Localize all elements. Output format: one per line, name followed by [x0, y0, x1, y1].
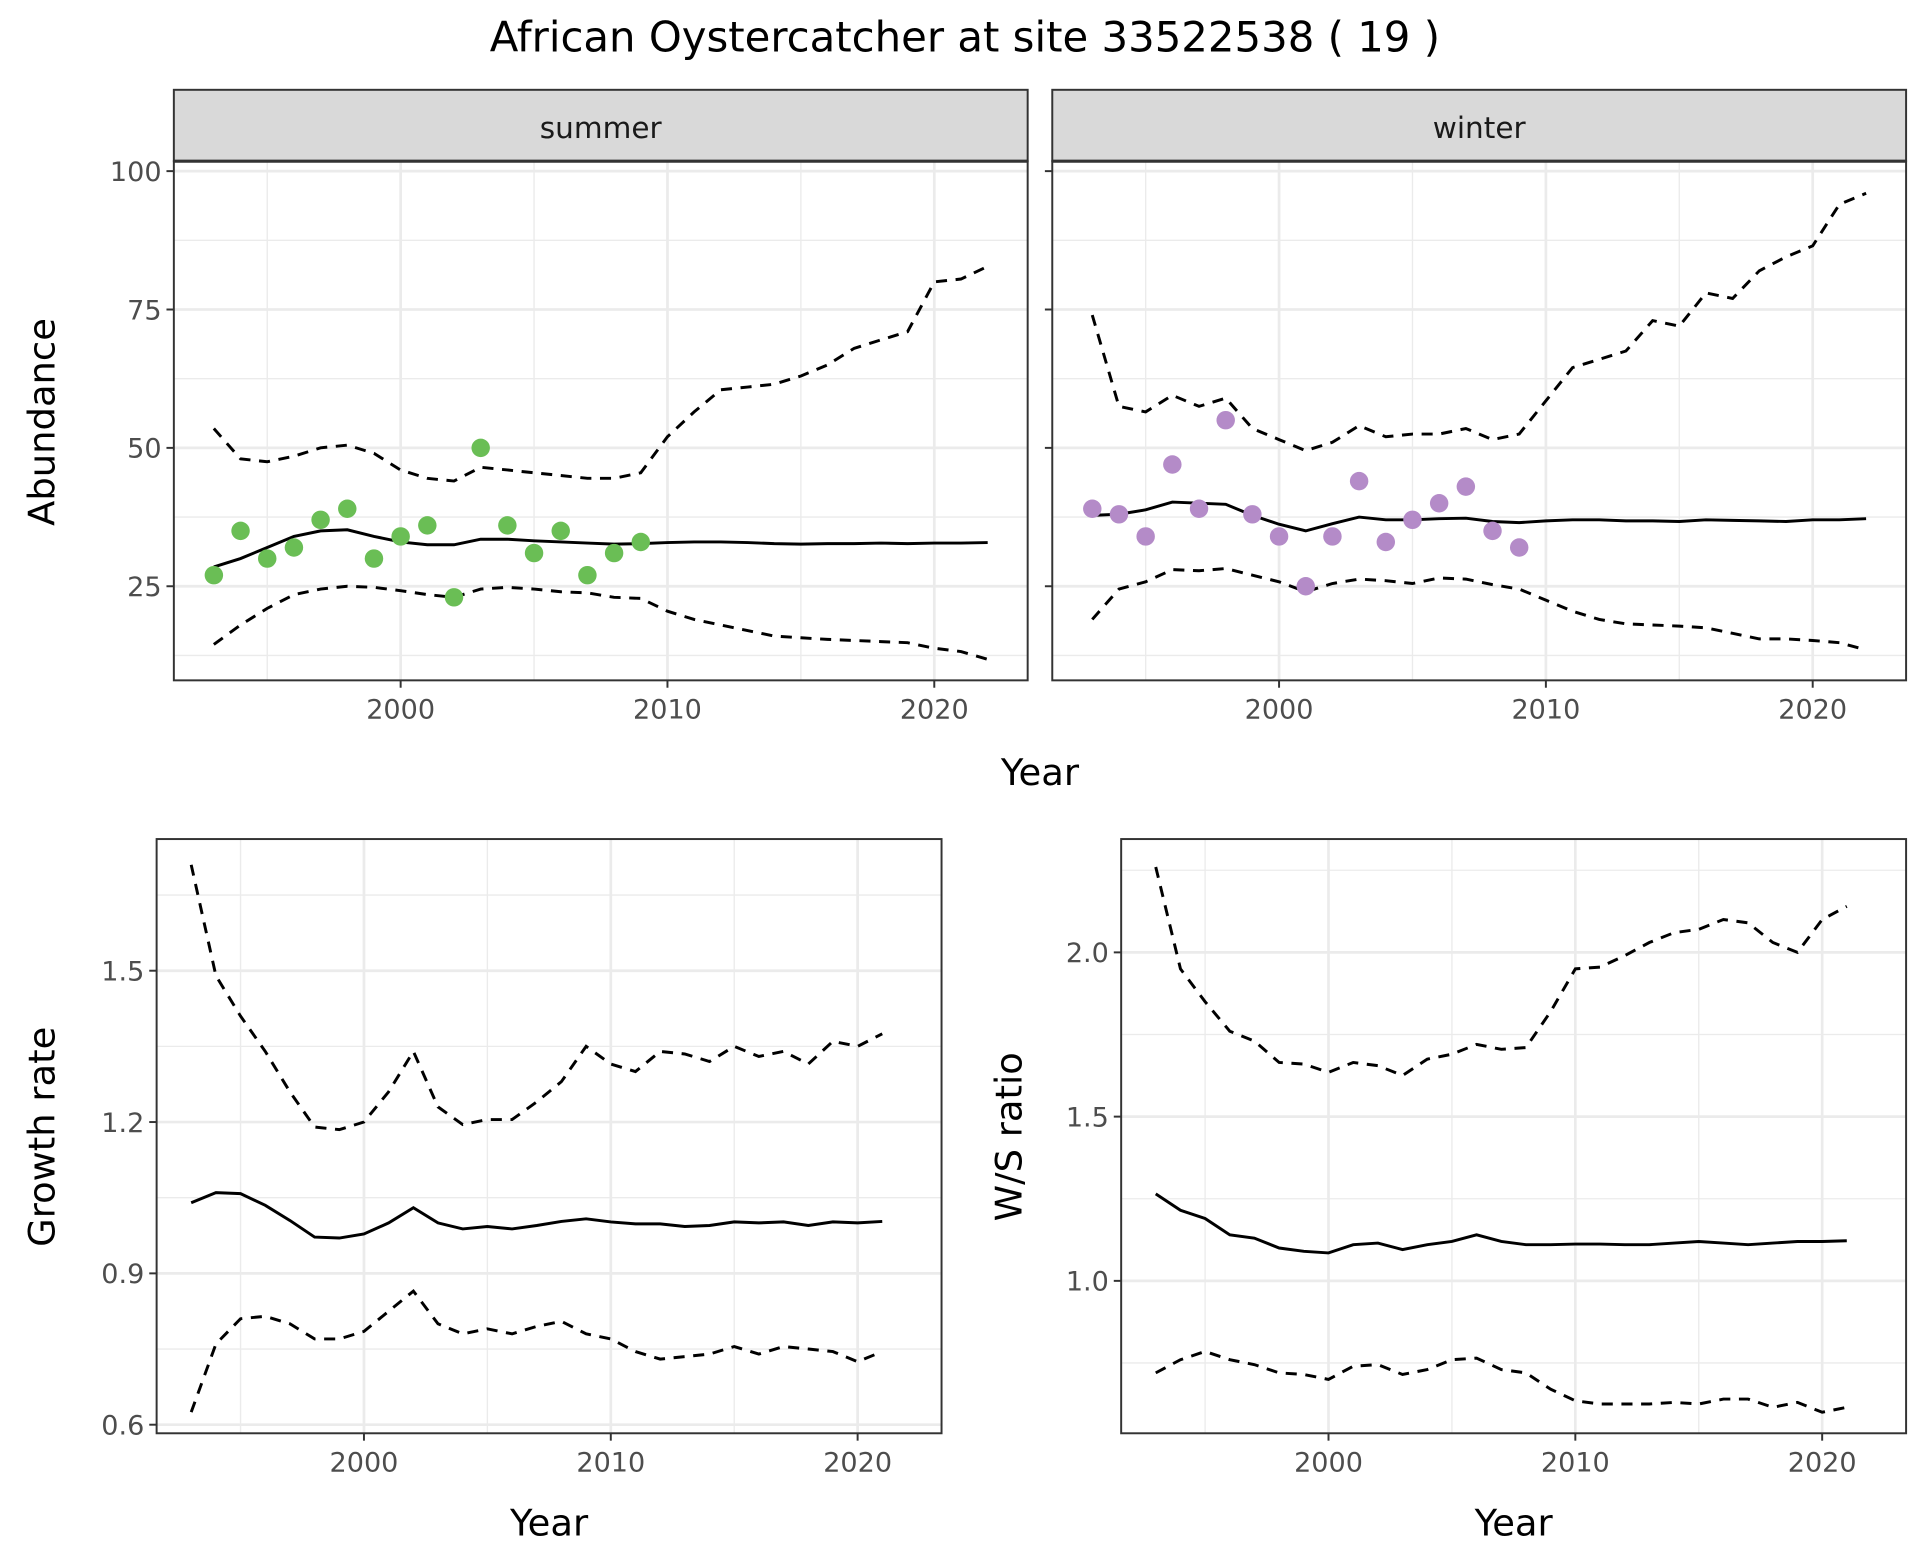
- data-point: [1083, 499, 1102, 518]
- upper-ci-line: [1154, 866, 1848, 1078]
- lower-ci-line: [212, 584, 989, 661]
- data-point: [311, 510, 330, 530]
- data-point: [498, 516, 517, 535]
- data-point: [1243, 505, 1262, 524]
- data-point: [1349, 471, 1369, 491]
- data-point: [1296, 577, 1315, 596]
- plot-background: [173, 161, 1028, 681]
- chart-title: African Oystercatcher at site 33522538 (…: [490, 13, 1440, 62]
- data-point: [1323, 527, 1342, 546]
- y-tick-label: 0.9: [101, 1259, 144, 1290]
- data-point: [258, 549, 277, 568]
- panel-border: [1120, 838, 1908, 1435]
- data-point: [204, 565, 224, 585]
- mean-line: [1154, 1192, 1847, 1255]
- y-tick-label: 100: [110, 157, 162, 188]
- x-tick-label: 2010: [1541, 1447, 1610, 1478]
- y-tick-label: 1.5: [101, 957, 144, 988]
- mean-line: [190, 1191, 883, 1240]
- panels: 2000 2010 2020 25 50 75 100 2000 2010 2020 2000 201…: [101, 88, 1908, 1478]
- data-point: [231, 521, 250, 541]
- plot-area: [1052, 161, 1907, 681]
- mean-line: [1092, 500, 1867, 533]
- x-tick-label: 2010: [576, 1447, 645, 1478]
- data-point: [604, 543, 624, 563]
- y-tick-label: 0.6: [101, 1411, 144, 1442]
- y-tick-label: 75: [127, 295, 161, 326]
- data-point: [1109, 505, 1129, 524]
- facet-strip: [172, 88, 1029, 163]
- panel-growth: 2000 2010 2020 0.6 0.9 1.2 1.5: [101, 838, 943, 1478]
- panel-ws: 2000 2010 2020 1.0 1.5 2.0: [1066, 838, 1908, 1478]
- data-point: [391, 527, 410, 546]
- growth-x-axis-title: Year: [509, 1501, 589, 1544]
- data-point: [364, 549, 384, 568]
- x-tick-label: 2000: [330, 1447, 399, 1478]
- y-tick-label: 1.5: [1066, 1102, 1109, 1133]
- x-tick-label: 2000: [1294, 1447, 1363, 1478]
- lower-ci-line: [1155, 1349, 1848, 1414]
- x-tick-label: 2000: [1245, 694, 1314, 725]
- data-point: [1483, 521, 1502, 541]
- x-tick-label: 2020: [1778, 694, 1847, 725]
- x-tick-label: 2010: [633, 694, 702, 725]
- data-point: [338, 499, 357, 518]
- upper-ci-line: [212, 265, 989, 483]
- x-tick-label: 2020: [1788, 1447, 1857, 1478]
- plot-area: [1121, 839, 1907, 1434]
- upper-ci-line: [1090, 191, 1867, 453]
- plot-background: [1121, 839, 1907, 1434]
- data-point: [631, 532, 651, 552]
- x-tick-label: 2020: [823, 1447, 892, 1478]
- data-point: [1509, 538, 1529, 557]
- data-point: [1163, 455, 1182, 474]
- plot-area: [156, 839, 942, 1434]
- x-tick-label: 2000: [366, 694, 435, 725]
- data-point: [418, 516, 437, 535]
- x-tick-label: 2020: [900, 694, 969, 725]
- top-y-axis-title: Abundance: [21, 318, 64, 526]
- growth-y-axis-title: Growth rate: [21, 1027, 64, 1247]
- strip-label-summer: summer: [540, 111, 663, 145]
- data-point: [1403, 510, 1422, 530]
- x-tick-label: 2010: [1511, 694, 1580, 725]
- data-point: [471, 438, 490, 458]
- panel-winter: 2000 2010 2020: [1044, 88, 1908, 725]
- plot-background: [1052, 161, 1907, 681]
- data-point: [1456, 477, 1476, 496]
- ws-y-axis-title: W/S ratio: [988, 1052, 1031, 1221]
- lower-ci-line: [189, 1288, 883, 1413]
- strip-label-winter: winter: [1433, 111, 1527, 145]
- data-point: [578, 565, 597, 585]
- panel-summer: 2000 2010 2020 25 50 75 100: [110, 88, 1029, 725]
- y-tick-label: 50: [127, 434, 161, 465]
- data-point: [524, 543, 544, 563]
- data-point: [1429, 494, 1449, 513]
- mean-line: [213, 528, 988, 569]
- ws-x-axis-title: Year: [1474, 1501, 1554, 1544]
- data-point: [1136, 527, 1155, 546]
- data-point: [1269, 527, 1289, 546]
- y-tick-label: 1.2: [101, 1108, 144, 1139]
- data-point: [284, 538, 304, 557]
- y-tick-label: 25: [127, 572, 161, 603]
- upper-ci-line: [189, 864, 883, 1132]
- y-tick-label: 2.0: [1066, 938, 1109, 969]
- data-point: [1376, 532, 1396, 552]
- plot-area: [173, 161, 1028, 681]
- panel-border: [155, 838, 943, 1435]
- data-point: [444, 588, 464, 607]
- y-tick-label: 1.0: [1066, 1267, 1109, 1298]
- data-point: [1216, 410, 1235, 430]
- top-x-axis-title: Year: [1000, 751, 1080, 794]
- plot-background: [156, 839, 942, 1434]
- data-point: [551, 521, 570, 541]
- data-point: [1189, 499, 1209, 518]
- facet-strip: [1051, 88, 1908, 163]
- lower-ci-line: [1091, 567, 1867, 652]
